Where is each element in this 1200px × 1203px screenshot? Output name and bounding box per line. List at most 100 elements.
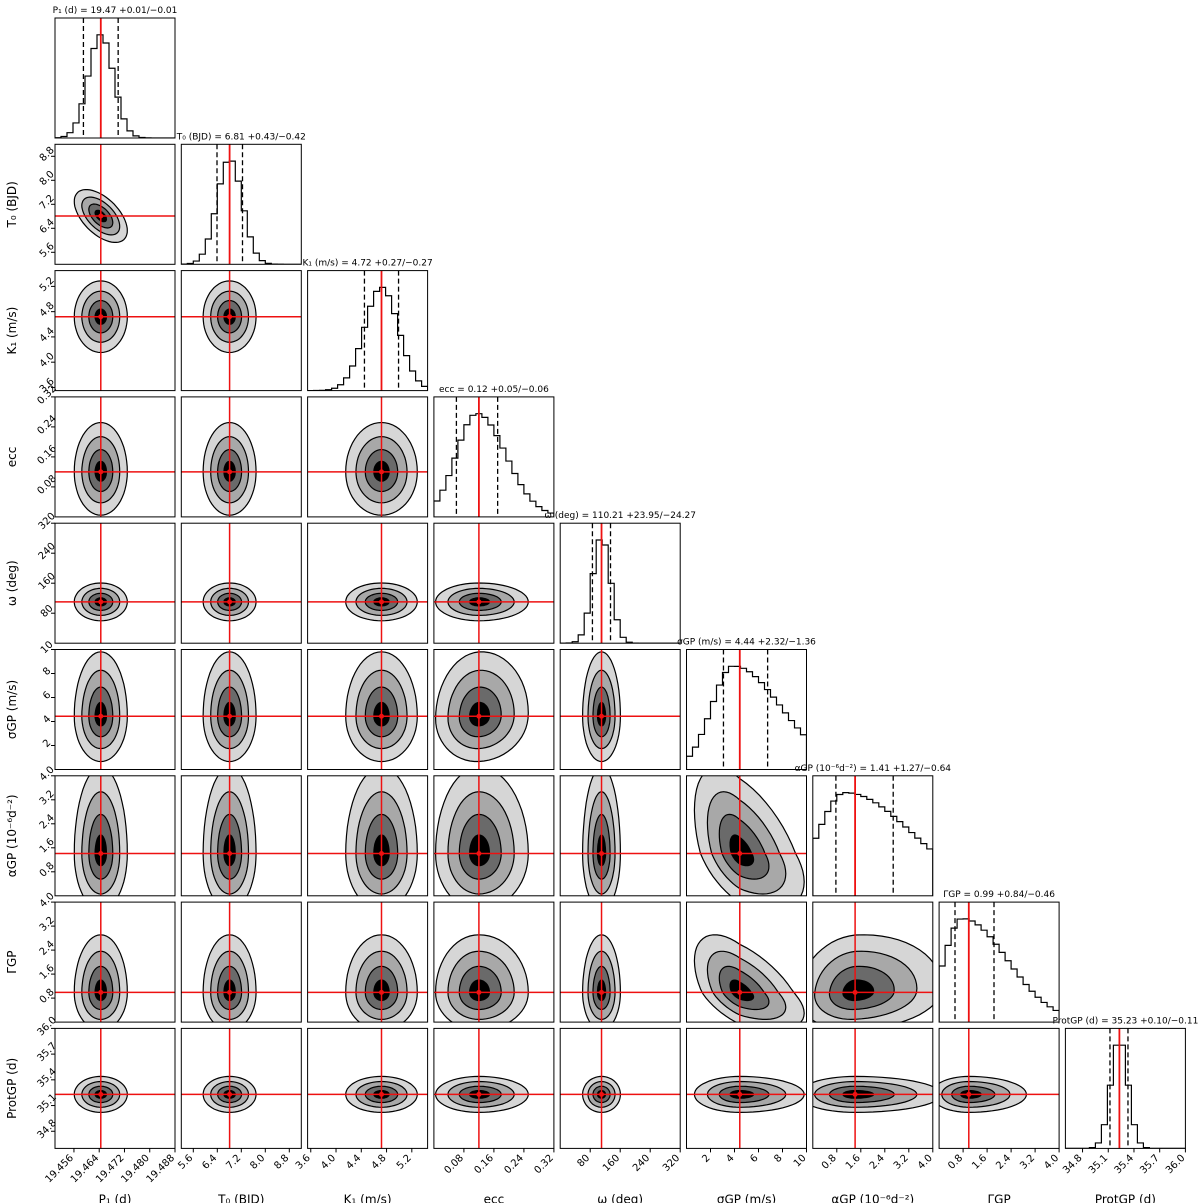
y-tick-label: 4.0 <box>38 891 57 910</box>
x-axis-label-ecc: ecc <box>484 1192 505 1203</box>
truth-point <box>737 1091 743 1097</box>
panel-frame <box>559 522 681 644</box>
y-tick-label: 0.8 <box>38 861 57 880</box>
contour-panel-T0-ecc <box>180 396 302 518</box>
truth-point <box>737 989 743 995</box>
panel-frame <box>433 522 555 644</box>
panel-frame <box>180 396 302 518</box>
truth-point <box>476 713 482 719</box>
y-tick-label: 4.4 <box>38 326 57 345</box>
y-tick-label: 4.0 <box>38 351 57 370</box>
x-axis-label-alphaGP: αGP (10⁻⁶d⁻²) <box>831 1192 914 1203</box>
y-tick-label: 8.0 <box>38 169 57 188</box>
y-tick-label: 5.6 <box>38 241 57 260</box>
contour-panel-ecc-ProtGP: 0.08 0.16 0.24 0.32 ecc <box>433 1027 556 1203</box>
contour-panel-K1-GammaGP <box>307 901 429 1023</box>
x-tick-label: 3.2 <box>1018 1153 1037 1172</box>
contour-panel-alphaGP-GammaGP <box>812 901 934 1023</box>
contour-panel-P1-K1: 3.64.04.44.85.2K₁ (m/s) <box>5 270 176 395</box>
x-tick-label: 0.8 <box>820 1153 839 1172</box>
contour-panel-omega-GammaGP <box>559 901 681 1023</box>
panel-frame <box>559 649 681 770</box>
x-tick-label: 2.4 <box>868 1153 887 1172</box>
x-tick-label: 6 <box>748 1153 760 1165</box>
hist-title-alphaGP: αGP (10⁻⁶d⁻²) = 1.41 +1.27/−0.64 <box>795 764 952 774</box>
truth-point <box>98 713 104 719</box>
histogram-P1 <box>55 34 175 138</box>
panel-frame <box>307 270 429 392</box>
x-axis-label-P1: P₁ (d) <box>99 1192 132 1203</box>
y-tick-label: 8.8 <box>38 145 57 164</box>
panel-frame <box>180 522 302 644</box>
contour-panel-K1-sigGP <box>307 649 429 770</box>
y-tick-label: 4.0 <box>38 765 57 784</box>
truth-point <box>476 599 482 605</box>
x-tick-label: 10 <box>792 1153 809 1170</box>
y-tick-label: 4.8 <box>38 300 57 319</box>
x-tick-label: 2 <box>700 1153 712 1165</box>
y-axis-label-sigGP: σGP (m/s) <box>5 680 19 739</box>
contour-panel-T0-alphaGP <box>180 775 302 897</box>
contour-panel-ecc-sigGP <box>433 649 555 770</box>
hist-title-ProtGP: ProtGP (d) = 35.23 +0.10/−0.11 <box>1052 1016 1198 1026</box>
truth-point <box>599 1091 605 1097</box>
y-tick-label: 2.4 <box>38 939 57 958</box>
contour-panel-P1-sigGP: 2 4 6 8 10 σGP (m/s) <box>5 639 176 770</box>
truth-point <box>852 1091 858 1097</box>
y-axis-label-alphaGP: αGP (10⁻⁶d⁻²) <box>5 794 19 877</box>
histogram-alphaGP <box>812 792 933 896</box>
truth-point <box>227 713 233 719</box>
contour-panel-T0-ProtGP: 5.6 6.4 7.2 8.0 8.8 T₀ (BJD) <box>176 1027 302 1203</box>
panel-frame <box>433 775 555 897</box>
x-tick-label: 6.4 <box>200 1153 219 1172</box>
x-tick-label: 7.2 <box>224 1153 243 1172</box>
x-tick-label: 0.24 <box>502 1153 526 1177</box>
truth-point <box>378 599 384 605</box>
contour-panel-K1-alphaGP <box>307 775 429 897</box>
y-axis-label-ecc: ecc <box>5 447 19 468</box>
panel-frame <box>938 901 1060 1023</box>
x-tick-label: 4.8 <box>370 1153 389 1172</box>
contour-panel-sigGP-ProtGP: 2 4 6 8 10 σGP (m/s) <box>686 1027 809 1203</box>
contour-panel-P1-alphaGP: 0.8 1.6 2.4 3.2 4.0 αGP (10⁻⁶d⁻²) <box>5 765 176 897</box>
truth-point <box>98 989 104 995</box>
x-tick-label: 35.7 <box>1138 1153 1162 1177</box>
contour-panel-ecc-omega <box>433 522 555 644</box>
y-tick-label: 2.4 <box>38 813 57 832</box>
x-tick-label: 0.32 <box>532 1153 556 1177</box>
truth-point <box>378 1091 384 1097</box>
x-tick-label: 3.2 <box>892 1153 911 1172</box>
hist-panel-omega: ω (deg) = 110.21 +23.95/−24.27 <box>544 511 696 644</box>
contour-panel-GammaGP-ProtGP: 0.8 1.6 2.4 3.2 4.0 ΓGP <box>938 1027 1061 1203</box>
panel-frame <box>180 270 302 392</box>
x-tick-label: 8.0 <box>248 1153 267 1172</box>
y-tick-label: 1.6 <box>38 963 57 982</box>
x-tick-label: 4.4 <box>344 1153 363 1172</box>
panel-frame <box>54 17 176 139</box>
hist-title-T0: T₀ (BJD) = 6.81 +0.43/−0.42 <box>176 132 306 142</box>
panel-frame <box>307 901 429 1023</box>
panel-frame <box>54 1027 176 1149</box>
hist-panel-alphaGP: αGP (10⁻⁶d⁻²) = 1.41 +1.27/−0.64 <box>795 764 952 897</box>
panel-frame <box>307 649 429 770</box>
contour-level-4 <box>729 834 755 867</box>
hist-panel-sigGP: σGP (m/s) = 4.44 +2.32/−1.36 <box>677 638 816 770</box>
panel-frame <box>433 396 555 518</box>
contour-panel-T0-omega <box>180 522 302 644</box>
panel-frame <box>559 901 681 1023</box>
panel-frame <box>54 270 176 392</box>
panel-frame <box>686 901 807 1023</box>
panel-frame <box>559 1027 681 1149</box>
y-tick-label: 5.2 <box>38 275 57 294</box>
x-tick-label: 240 <box>631 1153 652 1174</box>
truth-point <box>599 989 605 995</box>
contour-panel-omega-alphaGP <box>559 775 681 897</box>
hist-panel-K1: K₁ (m/s) = 4.72 +0.27/−0.27 <box>302 259 433 392</box>
panel-frame <box>307 522 429 644</box>
truth-point <box>966 1091 972 1097</box>
y-tick-label: 6 <box>41 690 53 702</box>
y-axis-label-ProtGP: ProtGP (d) <box>5 1058 19 1119</box>
